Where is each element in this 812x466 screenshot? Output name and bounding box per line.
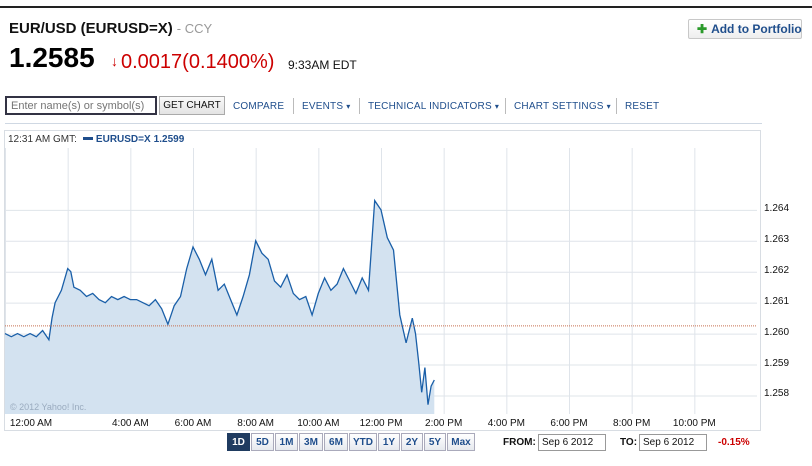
range-button-2y[interactable]: 2Y [401,433,423,451]
to-label: TO: [620,437,638,448]
x-tick-label: 6:00 AM [174,418,212,429]
legend-time: 12:31 AM GMT: [8,134,77,145]
add-to-portfolio-label: Add to Portfolio [711,22,802,36]
range-button-6m[interactable]: 6M [324,433,348,451]
quote-time: 9:33AM EDT [288,58,357,72]
range-button-max[interactable]: Max [447,433,475,451]
quote-title: EUR/USD (EURUSD=X) - CCY [9,20,212,37]
x-tick-label: 10:00 PM [672,418,716,429]
range-button-5y[interactable]: 5Y [424,433,446,451]
last-price: 1.2585 [9,42,95,73]
chart-frame [4,130,761,431]
y-tick-label: 1.259 [764,357,790,369]
copyright-watermark: © 2012 Yahoo! Inc. [10,402,87,412]
range-button-1m[interactable]: 1M [275,433,298,451]
compare-link[interactable]: COMPARE [233,101,285,112]
y-tick-label: 1.264 [764,202,790,214]
range-change-percent: -0.15% [718,437,750,448]
chevron-down-icon: ▾ [606,102,611,111]
x-tick-label: 2:00 PM [425,418,463,429]
get-chart-button[interactable]: GET CHART [159,96,225,115]
chevron-down-icon: ▾ [346,102,351,111]
y-tick-label: 1.262 [764,264,790,276]
x-tick-label: 12:00 PM [359,418,403,429]
chart-toolbar: GET CHART COMPARE EVENTS▾ TECHNICAL INDI… [0,92,812,120]
from-date-field[interactable]: Sep 6 2012 [538,434,606,451]
range-controls: 1D 5D 1M 3M 6M YTD 1Y 2Y 5Y Max FROM: Sep 6 2012 … [0,433,812,453]
top-rule [0,6,812,8]
x-tick-label: 4:00 AM [111,418,149,429]
change-value: 0.0017 [121,51,183,73]
technical-indicators-label: TECHNICAL INDICATORS [368,101,492,112]
toolbar-divider [616,98,617,114]
x-tick-label: 4:00 PM [487,418,525,429]
toolbar-divider [293,98,294,114]
toolbar-divider [359,98,360,114]
toolbar-divider [505,98,506,114]
down-arrow-icon: ↓ [111,53,118,69]
chevron-down-icon: ▾ [494,102,500,111]
chart-settings-menu[interactable]: CHART SETTINGS ▾ [514,101,611,112]
reset-link[interactable]: RESET [625,101,660,112]
y-tick-label: 1.261 [764,295,790,307]
chart-settings-label: CHART SETTINGS [514,101,604,112]
add-to-portfolio-button[interactable]: ✚ Add to Portfolio [688,19,802,39]
events-label: EVENTS [302,101,344,112]
y-tick-label: 1.258 [764,388,790,400]
series-swatch [82,137,93,140]
x-tick-label: 6:00 PM [550,418,588,429]
legend-value: 1.2599 [153,134,185,145]
range-button-1d[interactable]: 1D [227,433,250,451]
symbol-search-input[interactable] [5,96,157,115]
x-tick-label: 8:00 PM [613,418,651,429]
legend-series-name: EURUSD=X [95,134,151,145]
y-tick-label: 1.263 [764,233,790,245]
currency-type-label: - CCY [176,21,213,36]
to-date-field[interactable]: Sep 6 2012 [639,434,707,451]
chart-legend: 12:31 AM GMT: EURUSD=X 1.2599 [8,134,184,145]
quote-symbol-title: EUR/USD (EURUSD=X) [9,20,173,37]
y-tick-label: 1.260 [764,326,790,338]
change-percent: (0.1400%) [182,51,275,73]
range-button-3m[interactable]: 3M [299,433,323,451]
price-change: ↓ 0.0017(0.1400%) [111,51,274,74]
technical-indicators-menu[interactable]: TECHNICAL INDICATORS ▾ [368,101,499,112]
from-label: FROM: [503,437,536,448]
x-tick-label: 10:00 AM [297,418,340,429]
price-line [4,198,435,405]
price-area [5,200,435,414]
range-button-ytd[interactable]: YTD [349,433,377,451]
range-button-1y[interactable]: 1Y [378,433,400,451]
x-tick-label: 8:00 AM [237,418,275,429]
plus-icon: ✚ [697,22,708,36]
toolbar-rule [5,123,762,124]
x-tick-label: 12:00 AM [9,418,53,429]
events-menu[interactable]: EVENTS ▾ [302,101,350,112]
range-button-5d[interactable]: 5D [251,433,274,451]
